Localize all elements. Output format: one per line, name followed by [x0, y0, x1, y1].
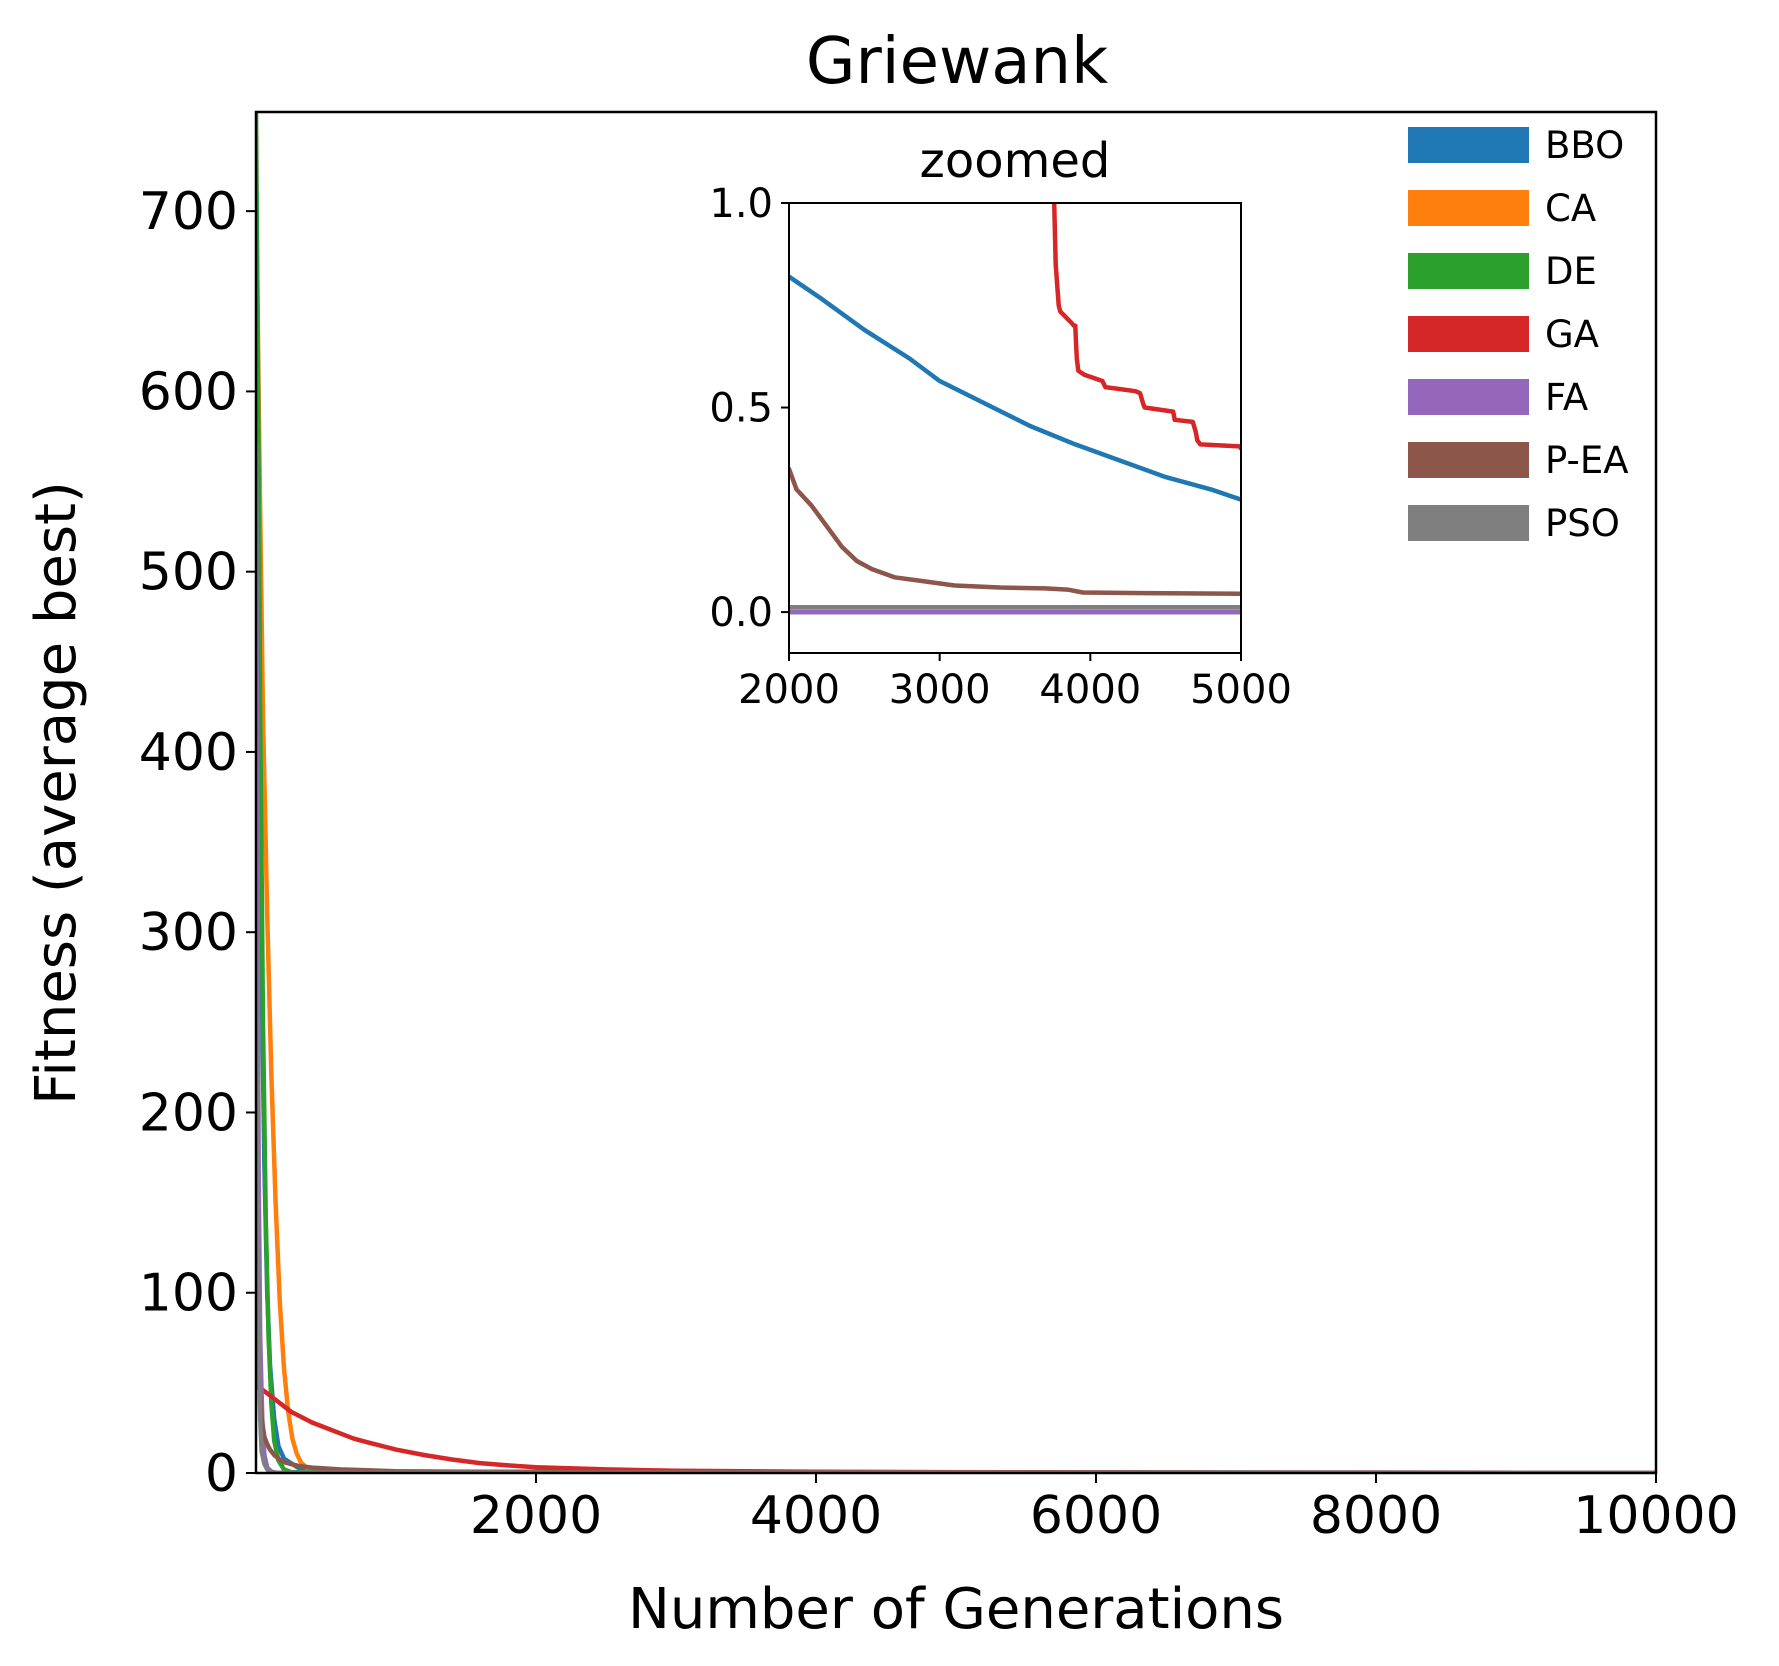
inset-series-line-ga — [1051, 203, 1241, 451]
y-tick-label: 400 — [139, 723, 238, 783]
x-tick-label: 4000 — [750, 1486, 882, 1546]
main-y-axis: 0 100 200 300 400 500 600 700 — [139, 182, 256, 1504]
inset-y-tick-label: 0.5 — [709, 386, 773, 432]
inset-x-tick-label: 4000 — [1039, 667, 1141, 713]
inset-plot-frame — [788, 202, 1242, 654]
inset-x-tick-label: 5000 — [1190, 667, 1292, 713]
legend-label-p-ea: P-EA — [1545, 439, 1629, 482]
inset-x-tick-label: 3000 — [889, 667, 991, 713]
legend-label-bbo: BBO — [1545, 124, 1624, 167]
y-tick-label: 600 — [139, 362, 238, 422]
y-tick-label: 300 — [139, 903, 238, 963]
inset-series-line-p-ea — [789, 466, 1241, 596]
series-line-pso — [256, 929, 1656, 1473]
series-line-de — [256, 112, 1656, 1473]
y-tick-label: 500 — [139, 543, 238, 603]
legend-swatch-pso — [1408, 505, 1529, 541]
inset-plot: 2000 3000 4000 5000 0.0 0.5 1.0 zoomed — [709, 133, 1292, 713]
inset-background — [789, 203, 1241, 653]
y-tick-label: 100 — [139, 1264, 238, 1324]
legend-swatch-ga — [1408, 316, 1529, 352]
y-axis-label: Fitness (average best) — [24, 481, 89, 1105]
x-tick-label: 10000 — [1573, 1486, 1738, 1546]
inset-y-tick-label: 0.0 — [709, 590, 773, 636]
legend-swatch-ca — [1408, 190, 1529, 226]
series-line-p-ea — [256, 1272, 1656, 1473]
chart-title: Griewank — [806, 25, 1108, 99]
legend-label-ga: GA — [1545, 313, 1599, 356]
legend-swatch-de — [1408, 253, 1529, 289]
inset-y-axis: 0.0 0.5 1.0 — [709, 181, 789, 636]
x-tick-label: 2000 — [470, 1486, 602, 1546]
inset-series-line-bbo — [789, 274, 1241, 502]
y-tick-label: 700 — [139, 182, 238, 242]
x-tick-label: 8000 — [1310, 1486, 1442, 1546]
inset-title: zoomed — [920, 133, 1111, 189]
legend-label-ca: CA — [1545, 187, 1596, 230]
legend-label-de: DE — [1545, 250, 1597, 293]
legend-label-pso: PSO — [1545, 502, 1620, 545]
inset-y-tick-label: 1.0 — [709, 181, 773, 227]
legend-swatch-fa — [1408, 379, 1529, 415]
series-line-ga — [256, 1384, 1656, 1473]
legend-swatch-p-ea — [1408, 442, 1529, 478]
legend-swatch-bbo — [1408, 127, 1529, 163]
main-plot: 2000 4000 6000 8000 10000 0 100 200 300 400 500 60… — [139, 110, 1739, 1546]
legend: BBO CA DE GA FA P-EA PSO — [1408, 124, 1629, 545]
inset-x-tick-label: 2000 — [738, 667, 840, 713]
y-tick-label: 200 — [139, 1083, 238, 1143]
y-tick-label: 0 — [205, 1444, 238, 1504]
legend-label-fa: FA — [1545, 376, 1588, 419]
x-tick-label: 6000 — [1030, 1486, 1162, 1546]
x-axis-label: Number of Generations — [628, 1577, 1284, 1642]
inset-x-axis: 2000 3000 4000 5000 — [738, 653, 1292, 713]
main-x-axis: 2000 4000 6000 8000 10000 — [470, 1473, 1739, 1546]
main-plot-frame — [254, 110, 1658, 1475]
